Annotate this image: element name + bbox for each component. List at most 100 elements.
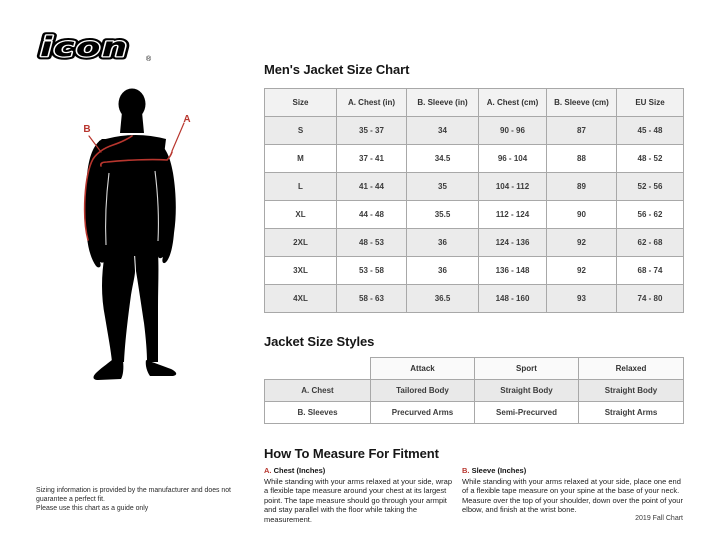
table-row: S 35 - 37 34 90 - 96 87 45 - 48 (264, 116, 684, 145)
table-cell: Tailored Body (370, 379, 475, 402)
icon-logo: icon icon ® (36, 28, 156, 66)
sleeve-measure-line (83, 135, 133, 241)
disclaimer-text: Sizing information is provided by the ma… (36, 487, 231, 512)
table-cell: 87 (546, 116, 617, 145)
table-cell: 4XL (264, 284, 337, 313)
size-styles-table: Attack Sport Relaxed A. Chest Tailored Body S… (264, 357, 684, 424)
sleeve-measure-label: B. Sleeve (Inches) (462, 466, 683, 476)
chest-measure-line (100, 151, 173, 167)
column-header: Sport (474, 357, 579, 380)
table-cell: XL (264, 200, 337, 229)
table-cell: 56 - 62 (616, 200, 684, 229)
table-cell: 104 - 112 (478, 172, 547, 201)
measure-title: How To Measure For Fitment (264, 446, 439, 461)
table-cell: 45 - 48 (616, 116, 684, 145)
header-row: Size A. Chest (in) B. Sleeve (in) A. Chest … (264, 88, 684, 117)
table-cell: 112 - 124 (478, 200, 547, 229)
table-row: 3XL 53 - 58 36 136 - 148 92 68 - 74 (264, 256, 684, 285)
column-header: Relaxed (578, 357, 684, 380)
registered-mark: ® (146, 55, 152, 63)
label-b-pointer-line (88, 135, 102, 153)
size-chart-table: Size A. Chest (in) B. Sleeve (in) A. Chest … (264, 88, 684, 313)
table-cell: L (264, 172, 337, 201)
table-row: B. Sleeves Precurved Arms Semi-Precurved St… (264, 401, 684, 424)
chart-version: 2019 Fall Chart (635, 515, 683, 522)
chest-measure-text: While standing with your arms relaxed at… (264, 476, 452, 524)
column-header: Attack (370, 357, 475, 380)
chest-measure-label: A. Chest (Inches) (264, 466, 456, 476)
table-cell: 3XL (264, 256, 337, 285)
sleeve-label-prefix: B. (462, 466, 470, 475)
table-cell: 53 - 58 (336, 256, 407, 285)
table-cell: 136 - 148 (478, 256, 547, 285)
logo-text: icon (40, 32, 128, 63)
table-cell: S (264, 116, 337, 145)
table-row: M 37 - 41 34.5 96 - 104 88 48 - 52 (264, 144, 684, 173)
table-row: 4XL 58 - 63 36.5 148 - 160 93 74 - 80 (264, 284, 684, 313)
body-measurement-figure: A B (83, 88, 191, 380)
table-cell: 36 (406, 256, 479, 285)
table-cell: 52 - 56 (616, 172, 684, 201)
table-cell: 68 - 74 (616, 256, 684, 285)
table-cell: Semi-Precurved (474, 401, 579, 424)
table-row: A. Chest Tailored Body Straight Body Straig… (264, 379, 684, 402)
table-cell: 74 - 80 (616, 284, 684, 313)
table-cell: M (264, 144, 337, 173)
chest-measure-instructions: A. Chest (Inches) While standing with yo… (264, 466, 456, 525)
logo-text-outline: icon (40, 32, 128, 63)
measure-instructions: A. Chest (Inches) While standing with yo… (264, 466, 683, 525)
table-cell: 90 - 96 (478, 116, 547, 145)
header-row: Attack Sport Relaxed (265, 357, 684, 380)
size-styles-title: Jacket Size Styles (264, 334, 375, 349)
chest-label-a: A (183, 114, 190, 125)
table-cell: Precurved Arms (370, 401, 475, 424)
sleeve-label-text: Sleeve (Inches) (471, 466, 527, 475)
table-cell: 34.5 (406, 144, 479, 173)
table-row: XL 44 - 48 35.5 112 - 124 90 56 - 62 (264, 200, 684, 229)
table-row: 2XL 48 - 53 36 124 - 136 92 62 - 68 (264, 228, 684, 257)
table-cell: Straight Arms (578, 401, 684, 424)
table-cell: Straight Body (578, 379, 684, 402)
table-cell: Straight Body (474, 379, 579, 402)
table-cell: A. Chest (264, 379, 371, 402)
column-header: Size (264, 88, 337, 117)
icon-logo-icon: icon icon ® (36, 28, 152, 66)
table-cell: 44 - 48 (336, 200, 407, 229)
table-cell: 41 - 44 (336, 172, 407, 201)
size-chart-title: Men's Jacket Size Chart (264, 62, 410, 77)
chest-label-text: Chest (Inches) (273, 466, 326, 475)
sleeve-measure-text: While standing with your arms relaxed at… (462, 476, 683, 515)
column-header: B. Sleeve (cm) (546, 88, 617, 117)
table-cell: 35 (406, 172, 479, 201)
table-cell: B. Sleeves (264, 401, 371, 424)
sleeve-measure-instructions: B. Sleeve (Inches) While standing with y… (462, 466, 683, 525)
column-header: A. Chest (cm) (478, 88, 547, 117)
table-cell: 92 (546, 228, 617, 257)
table-cell: 48 - 52 (616, 144, 684, 173)
table-cell: 148 - 160 (478, 284, 547, 313)
table-cell: 92 (546, 256, 617, 285)
table-cell: 62 - 68 (616, 228, 684, 257)
arm-separation-lines (105, 170, 159, 246)
label-a-pointer-line (171, 122, 185, 152)
column-header: EU Size (616, 88, 684, 117)
table-cell: 93 (546, 284, 617, 313)
table-row: L 41 - 44 35 104 - 112 89 52 - 56 (264, 172, 684, 201)
table-cell: 35.5 (406, 200, 479, 229)
table-cell: 58 - 63 (336, 284, 407, 313)
chest-label-prefix: A. (264, 466, 272, 475)
table-cell: 2XL (264, 228, 337, 257)
sleeve-label-b: B (83, 124, 90, 135)
table-cell: 124 - 136 (478, 228, 547, 257)
table-cell: 35 - 37 (336, 116, 407, 145)
man-silhouette-icon (85, 88, 177, 380)
chart-content-column: Men's Jacket Size Chart Size A. Chest (in… (264, 62, 684, 525)
table-cell: 36.5 (406, 284, 479, 313)
table-cell: 36 (406, 228, 479, 257)
column-header: A. Chest (in) (336, 88, 407, 117)
table-cell: 37 - 41 (336, 144, 407, 173)
table-cell: 96 - 104 (478, 144, 547, 173)
column-header (265, 358, 371, 380)
table-cell: 89 (546, 172, 617, 201)
